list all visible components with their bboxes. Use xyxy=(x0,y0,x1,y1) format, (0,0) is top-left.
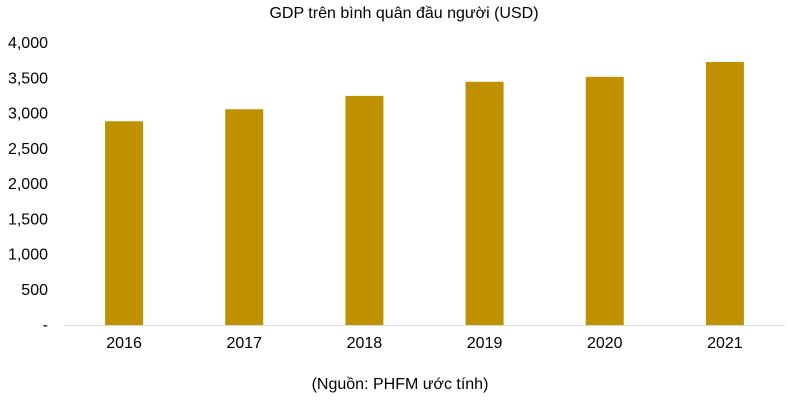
chart-title: GDP trên bình quân đầu người (USD) xyxy=(269,5,539,22)
source-note: (Nguồn: PHFM ước tính) xyxy=(311,376,489,393)
x-tick-label: 2018 xyxy=(347,335,383,352)
y-axis-tick-labels: - 500 1,000 1,500 2,000 2,500 3,000 3,500 4,000 xyxy=(8,35,48,334)
y-tick-label: 3,000 xyxy=(8,106,48,123)
bar xyxy=(345,95,384,325)
bar xyxy=(705,62,744,325)
y-tick-label: - xyxy=(43,317,48,334)
y-tick-label: 2,000 xyxy=(8,176,48,193)
x-tick-label: 2019 xyxy=(467,335,503,352)
x-tick-label: 2017 xyxy=(226,335,262,352)
bars xyxy=(105,62,744,326)
bar xyxy=(105,121,144,325)
bar xyxy=(225,109,264,326)
x-tick-label: 2021 xyxy=(707,335,743,352)
bar xyxy=(465,81,504,326)
x-axis-tick-labels: 2016 2017 2018 2019 2020 2021 xyxy=(106,335,743,352)
y-tick-label: 500 xyxy=(21,282,48,299)
x-tick-label: 2016 xyxy=(106,335,142,352)
y-tick-label: 3,500 xyxy=(8,70,48,87)
y-tick-label: 4,000 xyxy=(8,35,48,52)
x-tick-label: 2020 xyxy=(587,335,623,352)
y-tick-label: 2,500 xyxy=(8,141,48,158)
bar xyxy=(585,76,624,325)
y-tick-label: 1,500 xyxy=(8,211,48,228)
y-tick-label: 1,000 xyxy=(8,247,48,264)
